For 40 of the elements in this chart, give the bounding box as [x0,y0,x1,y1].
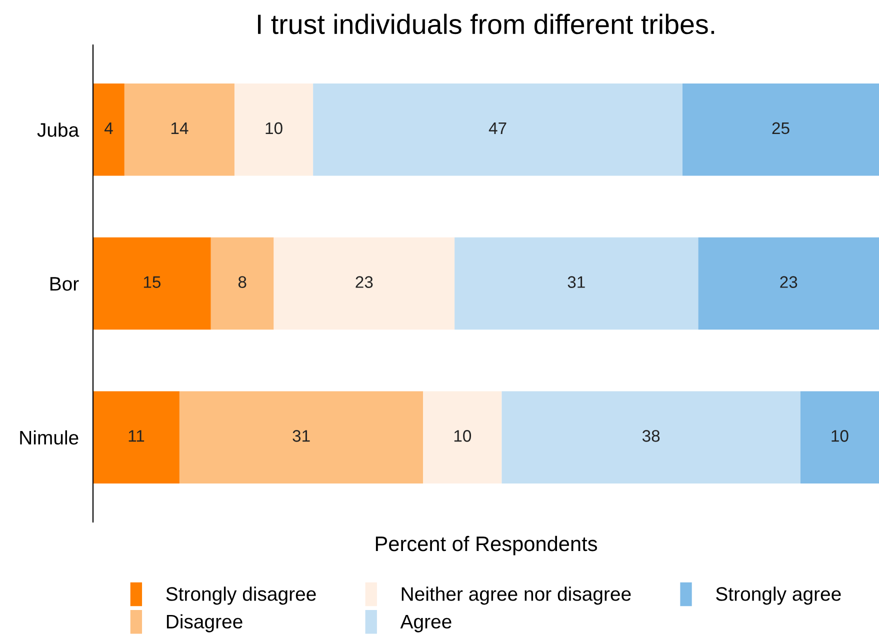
x-axis-title: Percent of Respondents [376,536,598,556]
chart-title: I trust individuals from different tribes. [258,14,714,34]
bar [234,83,314,176]
bar [698,237,879,330]
data-label: 23 [780,276,798,288]
data-label: 11 [128,430,144,442]
data-label: 4 [104,122,113,134]
legend-label: Agree [400,614,452,632]
data-label: 38 [642,430,660,442]
data-label: 10 [832,430,848,442]
y-tick-label: Juba [37,122,80,137]
bar [313,83,682,176]
y-tick-label: Nimule [20,430,78,445]
legend-label: Neither agree nor disagree [402,586,631,605]
bar [179,391,424,484]
data-label: 8 [238,276,246,288]
data-label: 10 [454,430,472,442]
bar [682,83,879,176]
data-label: 14 [171,122,188,134]
data-label: 25 [772,122,790,134]
data-label: 31 [292,430,310,442]
bar [800,391,879,484]
bar [210,237,274,330]
data-label: 31 [568,276,585,288]
bar [423,391,502,484]
legend-label: Strongly agree [716,586,841,605]
data-label: 47 [488,122,506,134]
bar [274,237,455,330]
bar [124,83,234,176]
legend-label: Strongly disagree [166,586,316,605]
data-label: 23 [356,276,373,288]
bar [454,237,698,330]
y-tick-label: Bor [50,277,79,291]
bar [93,391,180,484]
bar [502,391,800,484]
bar [93,83,124,176]
legend-label: Disagree [166,614,242,632]
bar [93,237,211,330]
data-label: 15 [144,276,161,288]
data-label: 10 [266,122,282,134]
